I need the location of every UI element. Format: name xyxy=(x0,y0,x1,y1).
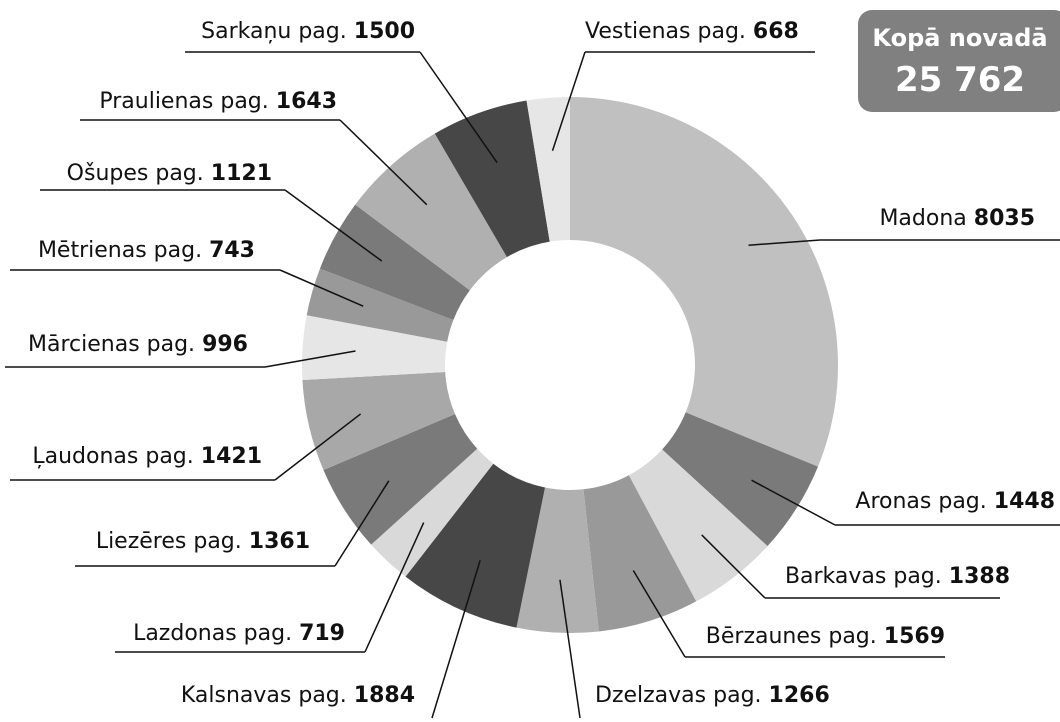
data-label: Sarkaņu pag. 1500 xyxy=(201,19,415,44)
total-value: 25 762 xyxy=(895,60,1025,100)
data-label: Barkavas pag. 1388 xyxy=(785,564,1010,589)
donut-segment xyxy=(526,97,570,242)
label-value: 743 xyxy=(209,238,255,263)
data-label: Vestienas pag. 668 xyxy=(585,19,799,44)
data-label: Aronas pag. 1448 xyxy=(855,489,1055,514)
leader-line xyxy=(632,570,686,658)
label-value: 1448 xyxy=(994,489,1055,514)
leader-line xyxy=(751,479,836,526)
data-label: Dzelzavas pag. 1266 xyxy=(595,683,830,708)
label-name: Barkavas pag. xyxy=(785,564,942,589)
leader-line xyxy=(701,534,766,599)
leader-line xyxy=(334,480,390,567)
label-name: Praulienas pag. xyxy=(99,89,268,114)
total-box xyxy=(858,10,1060,112)
donut-segment xyxy=(302,315,448,381)
label-name: Mārcienas pag. xyxy=(28,332,195,357)
label-value: 1643 xyxy=(276,89,337,114)
leader-line xyxy=(364,522,425,653)
label-value: 1421 xyxy=(201,444,262,469)
leader-line xyxy=(551,51,586,151)
donut-segment xyxy=(583,475,697,632)
data-label: Mētrienas pag. 743 xyxy=(38,238,255,263)
donut-segment xyxy=(371,448,494,577)
leader-line xyxy=(559,579,581,719)
label-name: Kalsnavas pag. xyxy=(181,683,347,708)
label-name: Bērzaunes pag. xyxy=(706,624,877,649)
donut-segment xyxy=(302,372,456,471)
label-value: 1884 xyxy=(354,683,415,708)
leader-line xyxy=(431,560,481,719)
label-name: Ošupes pag. xyxy=(67,161,204,186)
donut-segment xyxy=(405,463,546,628)
label-value: 1569 xyxy=(884,624,945,649)
label-name: Liezēres pag. xyxy=(96,529,242,554)
label-value: 1388 xyxy=(949,564,1010,589)
label-value: 1500 xyxy=(354,19,415,44)
label-value: 996 xyxy=(202,332,248,357)
data-label: Bērzaunes pag. 1569 xyxy=(706,624,945,649)
donut-segment xyxy=(570,97,838,467)
data-label: Ļaudonas pag. 1421 xyxy=(32,444,262,469)
label-name: Dzelzavas pag. xyxy=(595,683,762,708)
label-name: Aronas pag. xyxy=(855,489,986,514)
data-label: Praulienas pag. 1643 xyxy=(99,89,337,114)
leader-line xyxy=(264,350,356,368)
label-name: Madona xyxy=(879,206,966,231)
label-value: 1361 xyxy=(249,529,310,554)
donut-segment xyxy=(662,412,818,547)
data-label: Ošupes pag. 1121 xyxy=(67,161,272,186)
leader-line xyxy=(284,189,383,262)
label-name: Vestienas pag. xyxy=(585,19,746,44)
label-value: 668 xyxy=(753,19,799,44)
donut-segment xyxy=(306,268,454,342)
data-label: Lazdonas pag. 719 xyxy=(133,621,345,646)
label-value: 1266 xyxy=(769,683,830,708)
donut-segment xyxy=(323,413,478,545)
data-label: Madona 8035 xyxy=(879,206,1035,231)
donut-segment xyxy=(516,487,599,633)
leader-line xyxy=(274,413,362,481)
total-title: Kopā novadā xyxy=(872,24,1047,52)
data-label: Kalsnavas pag. 1884 xyxy=(181,683,415,708)
data-label: Liezēres pag. 1361 xyxy=(96,529,310,554)
leader-line xyxy=(419,51,498,164)
label-name: Mētrienas pag. xyxy=(38,238,202,263)
label-value: 1121 xyxy=(211,161,272,186)
label-name: Sarkaņu pag. xyxy=(201,19,347,44)
label-name: Ļaudonas pag. xyxy=(32,444,193,469)
label-value: 8035 xyxy=(974,206,1035,231)
donut-segment xyxy=(434,100,550,258)
label-value: 719 xyxy=(299,621,345,646)
data-label: Mārcienas pag. 996 xyxy=(28,332,248,357)
donut-segment xyxy=(319,204,470,321)
leader-line xyxy=(339,119,428,206)
leader-line xyxy=(748,239,821,246)
leader-line xyxy=(279,269,364,307)
label-name: Lazdonas pag. xyxy=(133,621,292,646)
donut-segment xyxy=(628,449,768,602)
